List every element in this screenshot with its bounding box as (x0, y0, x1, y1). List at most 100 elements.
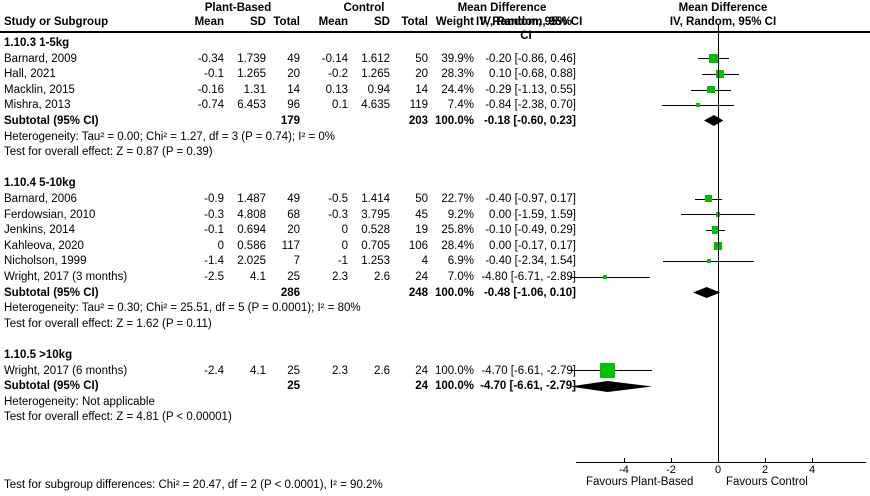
study-weight: 39.9% (441, 52, 474, 65)
study-mean-control: 0.1 (332, 99, 348, 112)
study-total-plant: 49 (287, 193, 300, 205)
x-axis-tick (671, 458, 672, 462)
overall-effect-text-2: Test for overall effect: Z = 4.81 (P < 0… (4, 411, 232, 424)
study-total-plant: 117 (281, 239, 300, 252)
study-mean-control: -1 (337, 255, 348, 268)
study-total-control: 4 (421, 255, 428, 268)
effect-header-title: Mean Difference (457, 2, 547, 14)
study-total-plant: 20 (287, 68, 300, 81)
study-name: Wright, 2017 (6 months) (4, 364, 128, 377)
subtotal-weight: 100.0% (434, 286, 474, 299)
study-mean-difference: -0.10 [-0.49, 0.29] (485, 224, 576, 237)
study-name: Ferdowsian, 2010 (4, 208, 96, 221)
study-weight: 28.3% (441, 68, 474, 81)
study-total-control: 20 (415, 68, 428, 81)
study-mean-plant: -0.1 (204, 224, 224, 237)
subtotal-total-control: 203 (408, 115, 428, 127)
column-header-total-control: Total (401, 16, 428, 28)
study-mean-control: -0.14 (321, 52, 348, 65)
group-header-plant-based: Plant-Based (204, 2, 272, 14)
subtotal-total-plant: 286 (280, 286, 300, 299)
study-mean-difference: -0.40 [-2.34, 1.54] (485, 255, 576, 268)
plot-header-subtitle: IV, Random, 95% CI (669, 16, 777, 28)
subtotal-total-plant: 25 (287, 380, 300, 393)
study-effect-marker (600, 362, 616, 378)
subtotal-label: Subtotal (95% CI) (4, 380, 99, 393)
study-sd-control: 1.265 (361, 68, 390, 81)
study-sd-control: 1.253 (361, 255, 390, 268)
study-name: Nicholson, 1999 (4, 255, 87, 268)
study-mean-plant: -0.1 (204, 68, 224, 81)
study-mean-control: -0.2 (328, 68, 348, 81)
study-mean-plant: -0.34 (197, 52, 224, 65)
group-header-control: Control (343, 2, 385, 14)
column-header-sd-control: SD (374, 16, 390, 28)
study-sd-control: 1.612 (361, 52, 390, 65)
subtotal-weight: 100.0% (434, 115, 474, 127)
study-sd-plant: 0.586 (237, 239, 266, 252)
subgroup-differences-test: Test for subgroup differences: Chi² = 20… (4, 479, 383, 491)
subgroup-label-0: 1.10.3 1-5kg (4, 37, 70, 49)
study-total-control: 106 (408, 239, 428, 252)
study-mean-difference: -0.84 [-2.38, 0.70] (485, 99, 576, 112)
study-total-control: 45 (415, 208, 428, 221)
study-sd-plant: 2.025 (237, 255, 266, 268)
x-axis-tick (624, 458, 625, 462)
x-axis-tick-label: 0 (714, 464, 722, 476)
study-total-plant: 96 (287, 99, 300, 112)
study-sd-plant: 1.487 (237, 193, 266, 205)
column-header-study: Study or Subgroup (4, 16, 109, 28)
forest-plot-graph: -4 -2 0 2 4 Favours Plant-Based Favours Contro… (569, 0, 870, 496)
heterogeneity-text-2: Heterogeneity: Not applicable (4, 395, 155, 408)
study-sd-control: 0.528 (361, 224, 390, 237)
study-mean-control: 2.3 (332, 364, 348, 377)
effect-header-subtitle: IV, Random, 95% CI (480, 16, 572, 42)
study-effect-marker (705, 195, 713, 203)
subtotal-diamond (693, 286, 721, 298)
study-sd-plant: 6.453 (237, 99, 266, 112)
study-mean-plant: 0 (217, 239, 224, 252)
overall-effect-text-1: Test for overall effect: Z = 1.62 (P = 0… (4, 317, 212, 330)
study-mean-difference: -4.80 [-6.71, -2.89] (481, 271, 576, 283)
study-sd-control: 1.414 (361, 193, 390, 205)
column-header-mean-plant: Mean (194, 16, 224, 28)
study-weight: 24.4% (441, 83, 474, 96)
confidence-interval-line (569, 276, 651, 278)
favours-left-label: Favours Plant-Based (586, 476, 694, 488)
study-name: Barnard, 2009 (4, 52, 77, 65)
subtotal-diamond (703, 115, 724, 127)
study-effect-marker (711, 226, 720, 234)
study-sd-plant: 4.1 (250, 364, 266, 377)
heterogeneity-text-0: Heterogeneity: Tau² = 0.00; Chi² = 1.27,… (4, 130, 336, 143)
study-mean-control: 0.13 (325, 83, 348, 96)
study-total-control: 24 (415, 271, 428, 283)
subgroup-label-1: 1.10.4 5-10kg (4, 177, 76, 190)
study-sd-plant: 1.265 (237, 68, 266, 81)
x-axis-tick-label: 2 (761, 464, 769, 476)
study-mean-control: -0.3 (328, 208, 348, 221)
overall-effect-text-0: Test for overall effect: Z = 0.87 (P = 0… (4, 146, 213, 159)
x-axis-tick (718, 458, 719, 462)
study-effect-marker (715, 212, 721, 217)
study-total-control: 14 (415, 83, 428, 96)
study-weight: 22.7% (441, 193, 474, 205)
study-sd-control: 0.94 (367, 83, 390, 96)
column-header-mean-difference: IV, Random, 95% CI (476, 16, 583, 28)
header-rule-top (0, 31, 870, 33)
study-mean-plant: -0.16 (197, 83, 224, 96)
study-mean-difference: -4.70 [-6.61, -2.79] (481, 364, 576, 377)
x-axis-tick (812, 458, 813, 462)
subtotal-diamond (569, 380, 653, 392)
column-header-sd-plant: SD (250, 16, 266, 28)
heterogeneity-text-1: Heterogeneity: Tau² = 0.30; Chi² = 25.51… (4, 302, 361, 315)
study-mean-difference: -0.40 [-0.97, 0.17] (485, 193, 576, 205)
subtotal-mean-difference: -4.70 [-6.61, -2.79] (480, 380, 576, 393)
study-name: Kahleova, 2020 (4, 239, 84, 252)
study-mean-difference: 0.00 [-0.17, 0.17] (489, 239, 576, 252)
subgroup-label-2: 1.10.5 >10kg (4, 349, 73, 361)
study-weight: 7.0% (447, 271, 474, 283)
study-mean-plant: -0.3 (204, 208, 224, 221)
study-sd-plant: 1.31 (243, 83, 266, 96)
subtotal-mean-difference: -0.48 [-1.06, 0.10] (483, 286, 576, 299)
study-sd-control: 0.705 (361, 239, 390, 252)
